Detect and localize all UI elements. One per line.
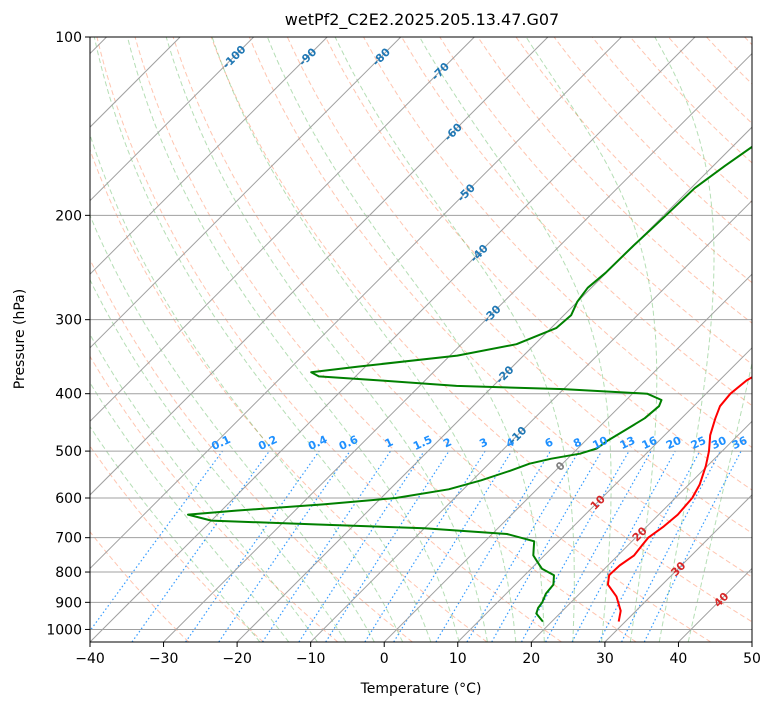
- moist-adiabat-line: [93, 37, 432, 642]
- y-tick-label: 900: [55, 595, 82, 611]
- isotherm-gridline: [383, 273, 752, 642]
- y-tick-label: 1000: [46, 622, 82, 638]
- dry-adiabat-line: [248, 37, 752, 578]
- isotherm-gridline: [236, 126, 752, 642]
- dry-adiabat-line: [477, 37, 752, 324]
- moist-adiabat-line: [165, 37, 488, 642]
- mixing-ratio-line: [364, 450, 486, 642]
- mixing-ratio-line: [598, 450, 701, 642]
- x-tick-label: −40: [75, 651, 105, 667]
- dry-adiabat-line: [90, 258, 413, 642]
- x-tick-label: 0: [380, 651, 389, 667]
- dry-adiabat-line: [591, 37, 752, 204]
- isotherm-gridline: [530, 420, 752, 642]
- isotherm-gridline: [90, 37, 549, 496]
- dry-adiabat-line: [401, 37, 752, 407]
- moist-adiabat-line: [419, 37, 612, 642]
- y-tick-label: 300: [55, 313, 82, 329]
- mixing-ratio-line: [491, 450, 603, 642]
- mixing-ratio-line: [435, 450, 552, 642]
- x-axis-title: Temperature (°C): [360, 681, 482, 697]
- moist-adiabat-line: [90, 425, 261, 642]
- isotherm-gridline: [163, 52, 752, 642]
- moist-adiabat-line: [525, 37, 658, 642]
- moist-adiabat-line: [90, 214, 375, 642]
- moist-adiabat-line: [90, 278, 347, 642]
- y-tick-label: 200: [55, 208, 82, 224]
- x-tick-label: 30: [596, 651, 614, 667]
- dry-adiabat-line: [210, 37, 752, 623]
- mixing-ratio-label: 13: [618, 434, 637, 452]
- y-tick-label: 500: [55, 444, 82, 460]
- mixing-ratio-label: 36: [730, 434, 750, 452]
- dry-adiabat-line: [286, 37, 752, 534]
- moist-adiabat-line: [687, 360, 752, 642]
- mixing-ratio-label: 16: [640, 434, 660, 452]
- moist-adiabat-line: [127, 37, 460, 642]
- isotherm-gridline: [457, 347, 752, 642]
- mixing-ratio-line: [621, 450, 721, 642]
- mixing-ratio-label: 25: [689, 434, 708, 452]
- moist-adiabat-line: [211, 37, 517, 642]
- dewpoint-profile-line: [187, 145, 752, 623]
- dry-adiabat-line: [96, 37, 562, 642]
- isotherm-gridline: [90, 37, 475, 423]
- dry-adiabat-line: [363, 37, 752, 449]
- mixing-ratio-line: [185, 450, 320, 642]
- dry-adiabat-line: [439, 37, 752, 365]
- x-tick-label: 20: [522, 651, 540, 667]
- mixing-ratio-label: 20: [664, 434, 684, 452]
- moist-adiabat-line: [90, 133, 404, 642]
- mixing-ratio-line: [520, 450, 630, 642]
- x-tick-label: −10: [296, 651, 326, 667]
- y-tick-label: 400: [55, 387, 82, 403]
- isotherm-gridline: [604, 494, 752, 642]
- isotherm-gridline: [310, 199, 752, 642]
- x-tick-label: −30: [149, 651, 179, 667]
- mixing-ratio-line: [466, 450, 580, 642]
- isotherm-gridline: [90, 37, 255, 202]
- x-tick-label: 40: [669, 651, 687, 667]
- background-lines: [90, 37, 752, 642]
- mixing-ratio-line: [571, 450, 676, 642]
- y-tick-label: 700: [55, 531, 82, 547]
- y-tick-label: 100: [55, 30, 82, 46]
- x-tick-label: 10: [449, 651, 467, 667]
- isotherm-gridline: [90, 37, 696, 642]
- moist-adiabat-line: [90, 333, 318, 642]
- plot-frame: [89, 36, 753, 643]
- moist-adiabat-line: [334, 37, 575, 642]
- y-axis-title: Pressure (hPa): [12, 289, 28, 389]
- mixing-ratio-line: [131, 450, 270, 642]
- profiles: [187, 145, 752, 623]
- isotherm-gridline: [90, 37, 402, 349]
- isotherm-gridline: [90, 37, 328, 275]
- y-tick-label: 800: [55, 565, 82, 581]
- moist-adiabat-line: [654, 37, 715, 642]
- mixing-ratio-line: [261, 450, 392, 642]
- dry-adiabat-line: [90, 530, 190, 642]
- axis-ticks: −40 −30 −20 −10 0 10 20 30 40 50 100 200 300 400 500 60…: [46, 30, 761, 667]
- dry-adiabat-line: [553, 37, 752, 244]
- x-tick-label: −20: [222, 651, 252, 667]
- isotherm-gridline: [90, 37, 622, 570]
- mixing-ratio-label: 10: [591, 434, 611, 452]
- dry-adiabat-line: [325, 37, 752, 491]
- mixing-ratio-label: 30: [709, 434, 729, 452]
- dry-adiabat-line: [90, 355, 339, 642]
- dry-adiabat-line: [134, 37, 637, 642]
- chart-title: wetPf2_C2E2.2025.205.13.47.G07: [285, 10, 559, 30]
- y-tick-label: 600: [55, 491, 82, 507]
- mixing-ratio-line: [393, 450, 513, 642]
- mixing-ratio-line: [218, 450, 351, 642]
- temperature-profile-line: [606, 376, 752, 622]
- x-tick-label: 50: [743, 651, 761, 667]
- dry-adiabat-line: [172, 37, 712, 642]
